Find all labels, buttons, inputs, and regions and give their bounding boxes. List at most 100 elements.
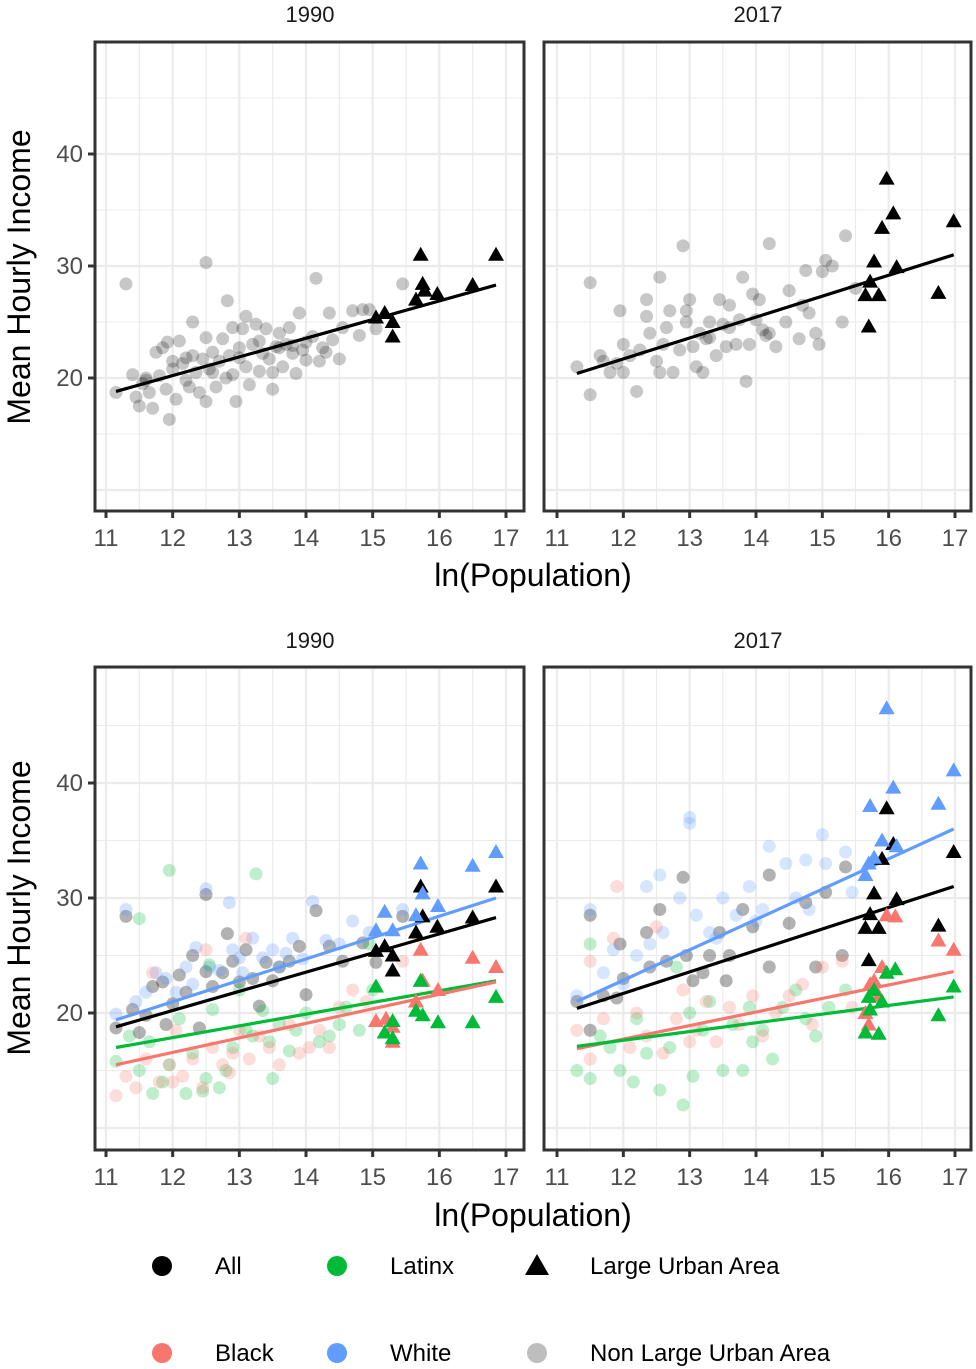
data-point <box>835 315 849 329</box>
data-point <box>252 334 266 348</box>
data-point <box>242 1052 256 1066</box>
data-point-triangle <box>874 993 891 1008</box>
data-point <box>192 386 206 400</box>
data-point <box>703 995 717 1008</box>
data-point <box>736 270 750 284</box>
data-point <box>272 1058 286 1072</box>
panel-bottom-1990: 11 12 13 14 15 16 17 20 30 40 <box>56 665 526 1191</box>
data-point <box>199 943 213 957</box>
data-point <box>362 303 376 317</box>
panel-background <box>544 42 971 511</box>
data-point-triangle <box>464 1014 481 1029</box>
plot-area <box>109 844 504 1103</box>
data-point <box>239 309 253 323</box>
data-point <box>756 323 770 337</box>
x-axis-title-top: ln(Population) <box>434 557 631 593</box>
data-point <box>722 1000 736 1014</box>
data-point <box>326 333 340 347</box>
data-point <box>196 352 210 366</box>
data-point <box>239 943 253 957</box>
data-point <box>839 860 853 874</box>
data-point <box>332 352 346 366</box>
x-tick-label: 11 <box>94 525 119 552</box>
legend-item-black: Black <box>152 1340 275 1367</box>
data-point <box>676 870 690 884</box>
data-point <box>640 293 654 307</box>
data-point-triangle <box>862 906 879 921</box>
data-point <box>666 365 680 379</box>
data-point <box>282 1044 296 1058</box>
x-tick-label: 11 <box>94 1164 119 1191</box>
data-point-triangle <box>866 253 883 268</box>
data-point <box>132 1064 146 1077</box>
data-point <box>583 1052 597 1066</box>
data-point <box>653 1083 667 1097</box>
data-point <box>292 306 306 320</box>
data-point-triangle <box>368 942 384 957</box>
data-point <box>825 259 839 273</box>
series-all-large-urban <box>368 246 504 343</box>
data-point <box>752 293 766 307</box>
data-point <box>322 1041 336 1054</box>
x-tick-label: 12 <box>159 1164 186 1191</box>
data-point <box>189 940 203 954</box>
data-point-triangle <box>885 205 902 220</box>
data-point-triangle <box>376 938 393 953</box>
data-point-triangle <box>430 1014 446 1029</box>
data-point-triangle <box>930 1007 947 1022</box>
data-point-triangle <box>412 972 429 987</box>
data-point <box>809 960 823 974</box>
grid <box>95 42 524 511</box>
data-point <box>699 332 713 346</box>
legend-label-non-large-urban-area: Non Large Urban Area <box>590 1340 831 1367</box>
data-point <box>610 880 624 893</box>
data-point <box>109 1089 123 1103</box>
fit-line-white <box>576 827 955 1003</box>
y-axis-title-top: Mean Hourly Income <box>1 129 37 424</box>
y-axis-title-bottom: Mean Hourly Income <box>1 760 37 1055</box>
data-point <box>256 1004 270 1018</box>
data-point <box>676 1098 690 1112</box>
data-point <box>596 966 610 980</box>
facet-title-top-2017: 2017 <box>734 2 783 27</box>
data-point <box>199 1072 213 1086</box>
data-point <box>606 931 620 945</box>
data-point <box>815 265 829 279</box>
data-point <box>352 328 366 342</box>
data-point-triangle <box>414 1007 431 1022</box>
data-point <box>132 1026 146 1040</box>
data-point-triangle <box>376 1024 393 1039</box>
data-point-triangle <box>874 219 891 234</box>
data-point <box>262 1041 276 1054</box>
data-point <box>266 382 280 396</box>
data-point-triangle <box>384 922 401 937</box>
data-point <box>603 365 617 379</box>
data-point-triangle <box>429 918 446 933</box>
series-white-large-urban <box>368 844 504 937</box>
panel-bottom-2017: 11 12 13 14 15 16 17 <box>542 665 973 1191</box>
data-point <box>663 1041 677 1054</box>
data-point <box>782 916 796 930</box>
x-tick-label: 15 <box>809 1164 836 1191</box>
legend-label-large-urban-area: Large Urban Area <box>590 1253 780 1280</box>
data-point-triangle <box>862 273 879 288</box>
data-point <box>216 332 230 346</box>
data-point <box>676 983 690 997</box>
data-point <box>262 1035 276 1049</box>
data-point <box>802 306 816 320</box>
data-point <box>332 1018 346 1031</box>
data-point <box>583 388 597 402</box>
data-point <box>779 315 793 329</box>
data-point <box>186 977 200 991</box>
y-tick-label: 40 <box>56 770 83 797</box>
data-point <box>256 951 270 965</box>
data-point <box>583 954 597 968</box>
data-point-triangle <box>860 318 877 333</box>
data-point <box>186 949 200 962</box>
data-point <box>729 908 743 922</box>
data-point-triangle <box>412 246 429 261</box>
x-tick-label: 13 <box>676 1164 703 1191</box>
data-point <box>292 1046 306 1060</box>
data-point <box>226 321 240 335</box>
data-point <box>756 1023 770 1037</box>
